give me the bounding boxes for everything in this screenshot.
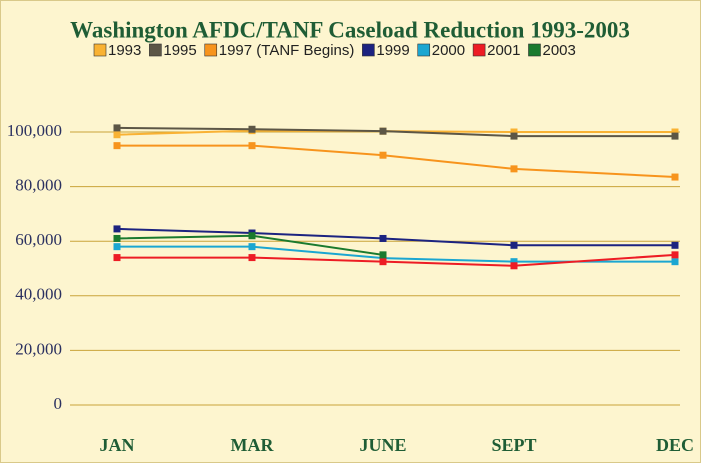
- y-tick-label: 40,000: [15, 285, 62, 304]
- legend-swatch: [528, 43, 541, 57]
- legend-swatch: [472, 43, 486, 57]
- point-marker: [379, 234, 387, 242]
- point-marker: [113, 142, 121, 150]
- y-tick-label: 60,000: [15, 230, 62, 249]
- y-tick-label: 0: [54, 394, 63, 413]
- point-marker: [248, 254, 256, 262]
- point-marker: [671, 132, 679, 140]
- x-tick-label: MAR: [231, 435, 275, 455]
- point-marker: [379, 127, 387, 135]
- y-tick-label: 80,000: [15, 176, 62, 195]
- point-marker: [113, 225, 121, 233]
- point-marker: [379, 258, 387, 266]
- legend-label: 2000: [432, 42, 465, 59]
- point-marker: [248, 232, 256, 240]
- point-marker: [510, 128, 518, 136]
- legend-label: 2001: [487, 42, 520, 59]
- point-marker: [671, 128, 679, 136]
- legend-swatch: [93, 43, 107, 57]
- point-marker: [510, 241, 518, 249]
- point-marker: [510, 258, 518, 266]
- legend-swatch: [417, 43, 431, 57]
- legend-label: 1993: [108, 42, 141, 59]
- point-marker: [248, 142, 256, 150]
- point-marker: [248, 125, 256, 133]
- point-marker: [379, 251, 387, 259]
- point-marker: [510, 165, 518, 173]
- point-marker: [671, 258, 679, 266]
- point-marker: [113, 131, 121, 139]
- point-marker: [113, 243, 121, 251]
- chart-title: Washington AFDC/TANF Caseload Reduction …: [70, 17, 630, 42]
- point-marker: [113, 254, 121, 262]
- point-marker: [671, 173, 679, 181]
- point-marker: [113, 124, 121, 132]
- legend-label: 1997 (TANF Begins): [219, 42, 355, 59]
- point-marker: [671, 241, 679, 249]
- legend-swatch: [149, 43, 162, 57]
- y-tick-label: 20,000: [15, 339, 62, 358]
- point-marker: [510, 262, 518, 270]
- point-marker: [671, 251, 679, 259]
- legend-label: 1995: [163, 42, 196, 59]
- point-marker: [510, 132, 518, 140]
- x-tick-label: SEPT: [491, 435, 536, 455]
- x-tick-label: JAN: [100, 435, 135, 455]
- x-tick-label: DEC: [656, 435, 694, 455]
- point-marker: [113, 234, 121, 242]
- point-marker: [379, 151, 387, 159]
- legend-label: 1999: [376, 42, 409, 59]
- point-marker: [248, 243, 256, 251]
- legend-swatch: [204, 43, 218, 57]
- legend-label: 2003: [542, 42, 575, 59]
- legend-swatch: [362, 43, 375, 57]
- y-tick-label: 100,000: [7, 121, 62, 140]
- x-tick-label: JUNE: [359, 435, 406, 455]
